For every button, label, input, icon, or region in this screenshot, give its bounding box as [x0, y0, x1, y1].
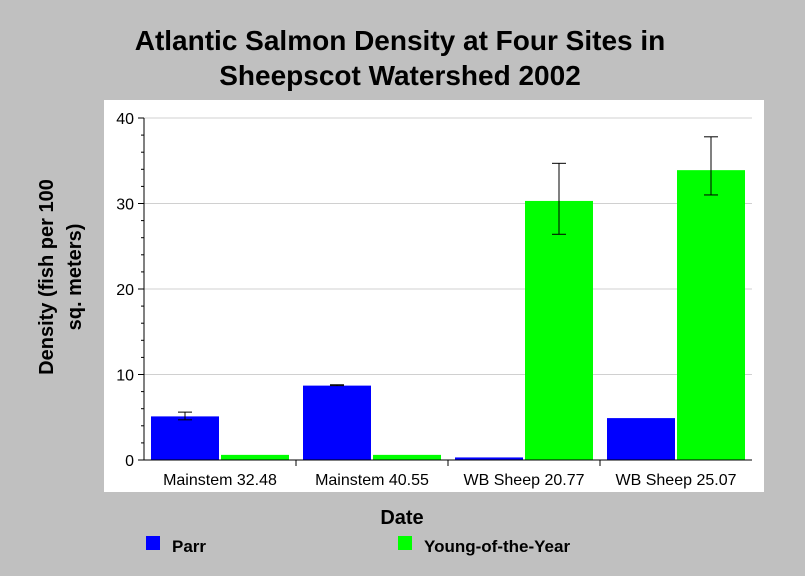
- y-axis-title-line-2: sq. meters): [64, 224, 86, 331]
- legend-label: Parr: [172, 537, 206, 556]
- bar-parr: [455, 457, 523, 460]
- y-axis-title-line-1: Density (fish per 100: [36, 179, 58, 375]
- y-tick-label: 40: [116, 111, 134, 128]
- bar-young-of-the-year: [677, 170, 745, 460]
- legend: Parr Young-of-the-Year: [146, 536, 570, 556]
- legend-swatch: [398, 536, 412, 550]
- x-axis-title: Date: [380, 507, 423, 529]
- y-tick-label: 0: [125, 453, 134, 470]
- grid-lines: [144, 117, 752, 375]
- bar-young-of-the-year: [373, 454, 441, 460]
- legend-label: Young-of-the-Year: [424, 537, 570, 556]
- bar-young-of-the-year: [221, 454, 289, 460]
- chart-title-line-2: Sheepscot Watershed 2002: [219, 60, 581, 91]
- y-tick-label: 20: [116, 282, 134, 299]
- error-bars: [178, 136, 718, 421]
- bar-parr: [151, 416, 219, 460]
- bar-parr: [303, 385, 371, 460]
- bar-young-of-the-year: [525, 200, 593, 460]
- bars: [151, 170, 745, 460]
- chart-title-line-1: Atlantic Salmon Density at Four Sites in: [135, 25, 666, 56]
- y-tick-label: 10: [116, 368, 134, 385]
- x-tick-label: WB Sheep 25.07: [616, 472, 737, 489]
- x-tick-label: Mainstem 32.48: [163, 472, 277, 489]
- x-tick-label: WB Sheep 20.77: [464, 472, 585, 489]
- legend-swatch: [146, 536, 160, 550]
- y-tick-label: 30: [116, 197, 134, 214]
- axes: 0 10 20 30 40 Mainstem 32.48 Mainstem 40.55 WB …: [116, 111, 752, 489]
- bar-parr: [607, 418, 675, 460]
- y-axis-title: Density (fish per 100 sq. meters): [36, 179, 86, 375]
- x-tick-label: Mainstem 40.55: [315, 472, 429, 489]
